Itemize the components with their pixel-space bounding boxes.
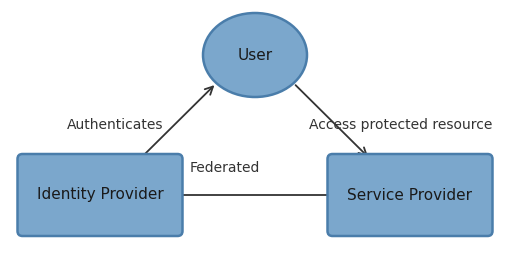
Text: Access protected resource: Access protected resource <box>309 118 492 132</box>
Text: Authenticates: Authenticates <box>67 118 164 132</box>
Text: User: User <box>237 48 272 63</box>
Text: Service Provider: Service Provider <box>348 187 472 202</box>
FancyBboxPatch shape <box>327 154 493 236</box>
FancyBboxPatch shape <box>17 154 183 236</box>
Text: Federated: Federated <box>190 161 260 175</box>
Ellipse shape <box>203 13 307 97</box>
Text: Identity Provider: Identity Provider <box>37 187 163 202</box>
